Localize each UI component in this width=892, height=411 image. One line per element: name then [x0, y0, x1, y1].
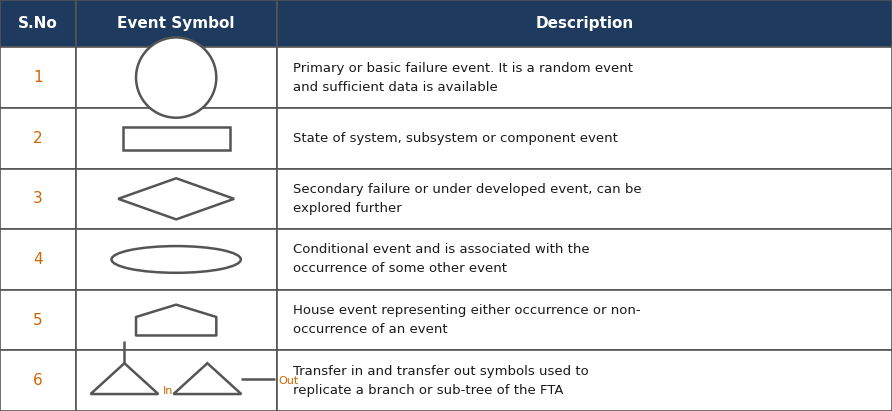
FancyBboxPatch shape: [76, 229, 277, 290]
FancyBboxPatch shape: [0, 0, 76, 47]
FancyBboxPatch shape: [277, 47, 892, 108]
Text: State of system, subsystem or component event: State of system, subsystem or component …: [293, 132, 617, 145]
FancyBboxPatch shape: [277, 229, 892, 290]
Polygon shape: [91, 363, 159, 394]
FancyBboxPatch shape: [76, 108, 277, 169]
FancyBboxPatch shape: [277, 0, 892, 47]
FancyBboxPatch shape: [76, 169, 277, 229]
Ellipse shape: [136, 37, 216, 118]
FancyBboxPatch shape: [0, 229, 76, 290]
Text: Description: Description: [535, 16, 633, 31]
FancyBboxPatch shape: [0, 108, 76, 169]
Text: In: In: [163, 386, 173, 396]
Text: 6: 6: [33, 373, 43, 388]
FancyBboxPatch shape: [76, 0, 277, 47]
FancyBboxPatch shape: [0, 350, 76, 411]
Polygon shape: [118, 178, 234, 219]
FancyBboxPatch shape: [76, 290, 277, 350]
Text: Secondary failure or under developed event, can be
explored further: Secondary failure or under developed eve…: [293, 183, 641, 215]
Text: 1: 1: [33, 70, 43, 85]
Text: 5: 5: [33, 313, 43, 328]
FancyBboxPatch shape: [0, 169, 76, 229]
Text: Transfer in and transfer out symbols used to
replicate a branch or sub-tree of t: Transfer in and transfer out symbols use…: [293, 365, 589, 397]
Text: 3: 3: [33, 192, 43, 206]
Ellipse shape: [112, 246, 241, 273]
FancyBboxPatch shape: [277, 169, 892, 229]
FancyBboxPatch shape: [277, 290, 892, 350]
FancyBboxPatch shape: [0, 290, 76, 350]
FancyBboxPatch shape: [277, 108, 892, 169]
Text: 4: 4: [33, 252, 43, 267]
FancyBboxPatch shape: [0, 47, 76, 108]
FancyBboxPatch shape: [76, 47, 277, 108]
FancyBboxPatch shape: [123, 127, 230, 150]
Text: Primary or basic failure event. It is a random event
and sufficient data is avai: Primary or basic failure event. It is a …: [293, 62, 632, 94]
FancyBboxPatch shape: [76, 350, 277, 411]
Text: House event representing either occurrence or non-
occurrence of an event: House event representing either occurren…: [293, 304, 640, 336]
Text: Out: Out: [278, 376, 299, 386]
FancyBboxPatch shape: [277, 350, 892, 411]
Polygon shape: [136, 305, 216, 335]
Polygon shape: [173, 363, 241, 394]
Text: S.No: S.No: [18, 16, 58, 31]
Text: Event Symbol: Event Symbol: [118, 16, 235, 31]
Text: Conditional event and is associated with the
occurrence of some other event: Conditional event and is associated with…: [293, 243, 590, 275]
Text: 2: 2: [33, 131, 43, 145]
